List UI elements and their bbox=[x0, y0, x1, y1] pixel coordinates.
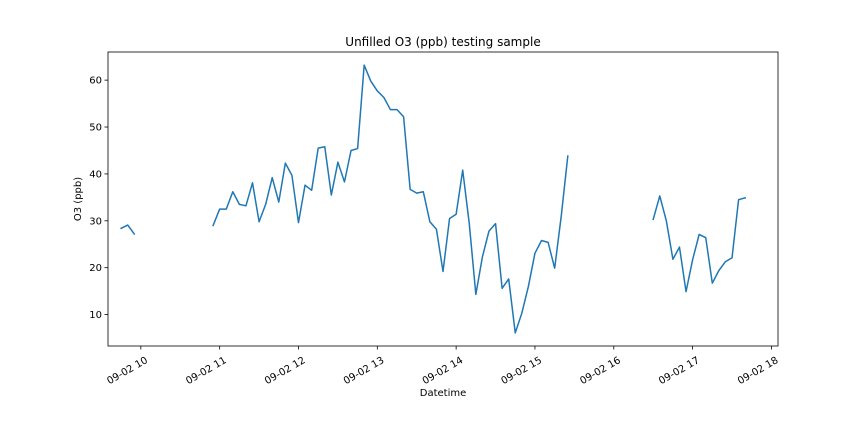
series-layer bbox=[120, 64, 747, 334]
x-tick-label: 09-02 14 bbox=[421, 355, 465, 387]
x-axis-label: Datetime bbox=[420, 388, 467, 399]
x-tick-label: 09-02 10 bbox=[105, 355, 149, 387]
series-line-segment-2 bbox=[212, 64, 569, 334]
y-tick-label: 10 bbox=[89, 310, 102, 321]
series-line-segment-1 bbox=[120, 224, 136, 235]
y-tick-label: 30 bbox=[89, 216, 102, 227]
y-axis-label: O3 (ppb) bbox=[73, 177, 84, 221]
y-tick-label: 50 bbox=[89, 123, 102, 134]
x-tick-label: 09-02 13 bbox=[342, 355, 386, 387]
x-tick-label: 09-02 11 bbox=[184, 355, 228, 387]
y-tick-label: 60 bbox=[89, 76, 102, 87]
series-line-segment-3 bbox=[652, 195, 747, 293]
x-tick-label: 09-02 15 bbox=[500, 355, 544, 387]
y-tick-label: 40 bbox=[89, 169, 102, 180]
x-tick-label: 09-02 18 bbox=[736, 355, 780, 387]
plot-frame bbox=[107, 51, 779, 347]
y-axis: 10 20 30 40 50 60 bbox=[89, 76, 108, 321]
x-axis: 09-02 10 09-02 11 09-02 12 09-02 13 09-02 14… bbox=[105, 346, 780, 387]
y-tick-label: 20 bbox=[89, 263, 102, 274]
chart-title: Unfilled O3 (ppb) testing sample bbox=[345, 35, 540, 49]
x-tick-label: 09-02 17 bbox=[657, 355, 701, 387]
x-tick-label: 09-02 12 bbox=[263, 355, 307, 387]
x-tick-label: 09-02 16 bbox=[578, 355, 622, 387]
